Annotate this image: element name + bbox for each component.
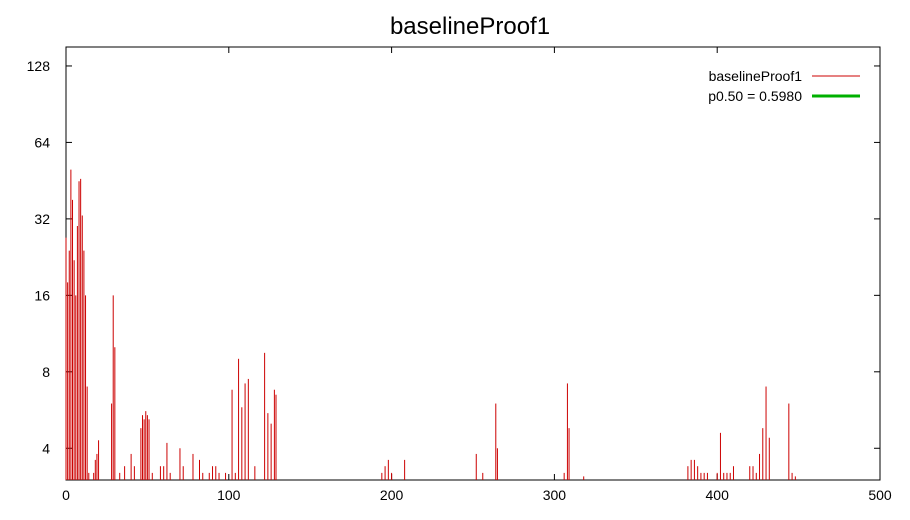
x-tick-label: 100 bbox=[217, 487, 241, 503]
y-tick-label: 128 bbox=[27, 58, 51, 74]
x-tick-label: 0 bbox=[62, 487, 70, 503]
y-tick-label: 32 bbox=[34, 211, 50, 227]
legend-label: baselineProof1 bbox=[709, 68, 803, 84]
x-tick-label: 500 bbox=[868, 487, 892, 503]
x-tick-label: 200 bbox=[380, 487, 404, 503]
y-tick-label: 64 bbox=[34, 134, 50, 150]
plot-area: 0 100 200 300 400 500 4 8 16 32 64 128 bbox=[27, 46, 892, 503]
x-tick-label: 400 bbox=[706, 487, 730, 503]
legend-label: p0.50 = 0.5980 bbox=[708, 88, 802, 104]
series-impulses bbox=[65, 169, 796, 480]
legend: baselineProof1 p0.50 = 0.5980 bbox=[708, 68, 860, 104]
y-tick-label: 4 bbox=[42, 440, 50, 456]
x-tick-label: 300 bbox=[543, 487, 567, 503]
y-tick-label: 8 bbox=[42, 364, 50, 380]
plot-frame bbox=[65, 46, 881, 481]
chart-title: baselineProof1 bbox=[390, 13, 550, 40]
y-tick-label: 16 bbox=[34, 287, 50, 303]
